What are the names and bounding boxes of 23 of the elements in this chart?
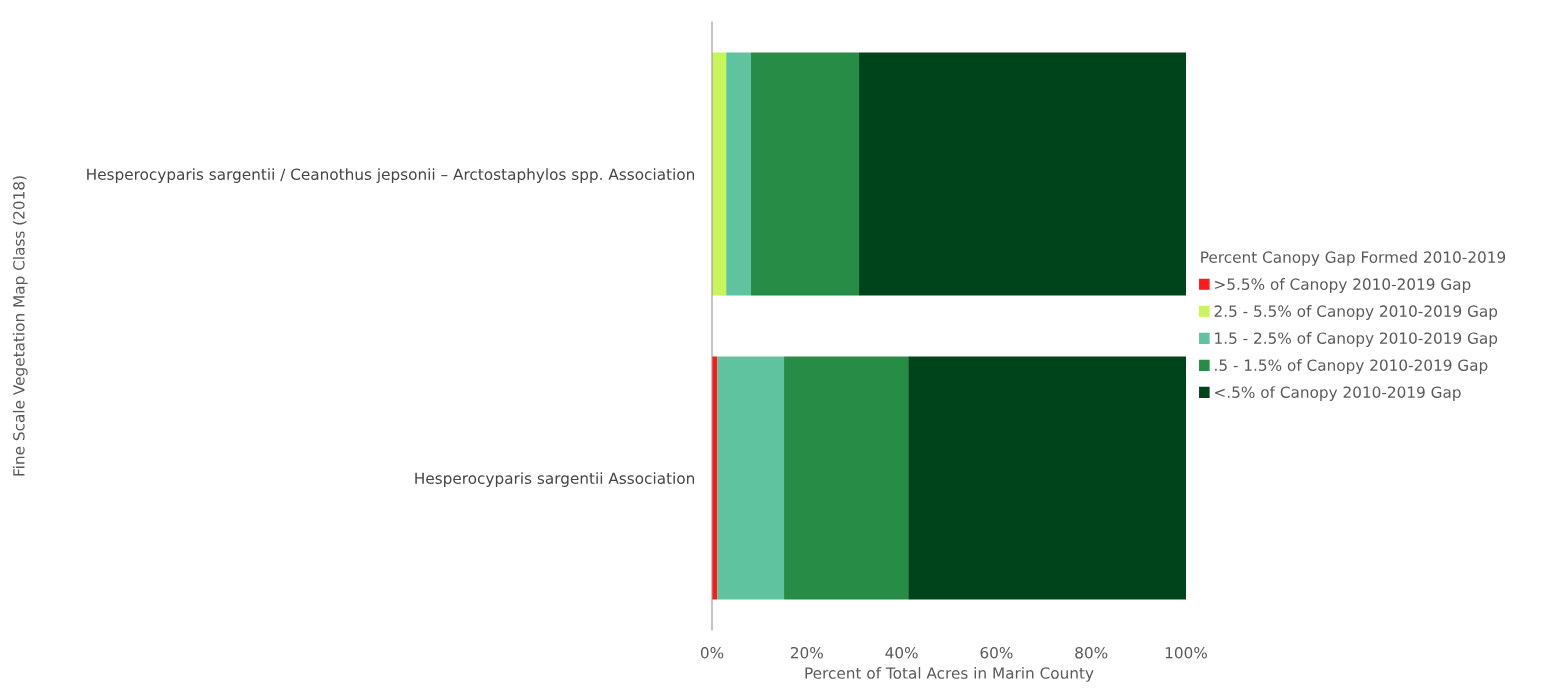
x-tick-label: 20% xyxy=(790,646,823,659)
x-tick-label: 40% xyxy=(885,646,918,659)
bar xyxy=(784,356,909,600)
legend-label: .5 - 1.5% of Canopy 2010-2019 Gap xyxy=(1215,359,1488,374)
y-axis-title: Fine Scale Vegetation Map Class (2018) xyxy=(12,176,28,476)
x-tick-label: 60% xyxy=(980,646,1013,659)
legend-label: 1.5 - 2.5% of Canopy 2010-2019 Gap xyxy=(1215,332,1498,347)
bar xyxy=(712,52,727,296)
x-tick-label: 100% xyxy=(1165,646,1207,659)
bar xyxy=(858,52,1186,296)
x-tick-label: 80% xyxy=(1075,646,1108,659)
legend-label: 2.5 - 5.5% of Canopy 2010-2019 Gap xyxy=(1214,305,1498,320)
bar xyxy=(908,356,1186,600)
bar xyxy=(750,52,859,296)
bar xyxy=(717,356,785,600)
legend-title: Percent Canopy Gap Formed 2010-2019 xyxy=(1201,251,1506,266)
x-axis-title: Percent of Total Acres in Marin County xyxy=(805,667,1094,682)
bar xyxy=(726,52,751,296)
legend-label: >5.5% of Canopy 2010-2019 Gap xyxy=(1215,278,1471,293)
x-tick-label: 0% xyxy=(700,646,724,659)
legend-label: <.5% of Canopy 2010-2019 Gap xyxy=(1215,386,1461,401)
y-tick-label: Hesperocyparis sargentii / Ceanothus jepsonii – Arctostaphylos spp. Association xyxy=(87,168,695,183)
y-tick-label: Hesperocyparis sargentii Association xyxy=(415,472,695,487)
